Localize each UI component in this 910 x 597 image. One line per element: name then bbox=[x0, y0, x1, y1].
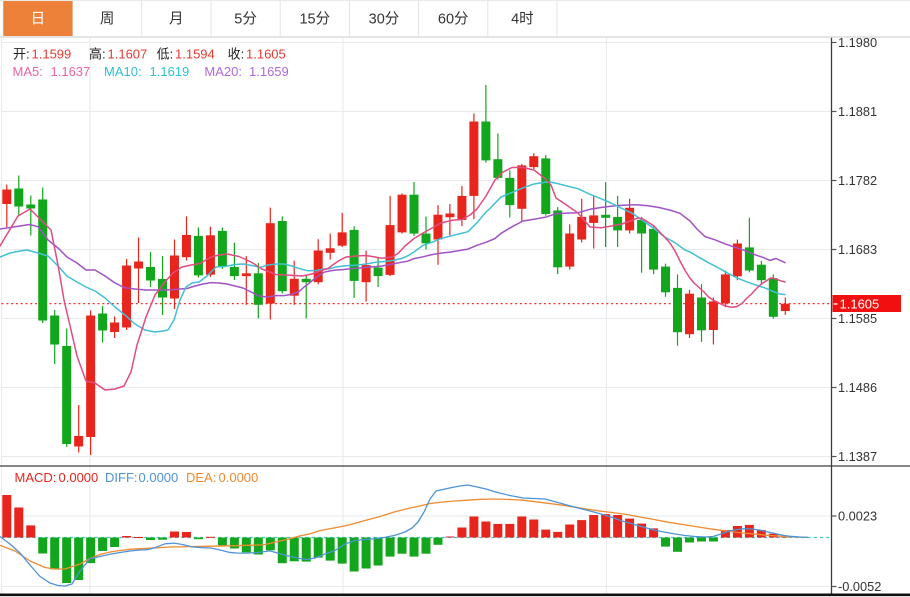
svg-text:1.1585: 1.1585 bbox=[838, 311, 877, 326]
svg-text:1.1607: 1.1607 bbox=[108, 47, 148, 62]
svg-text:1.1599: 1.1599 bbox=[32, 47, 72, 62]
svg-text:DEA:: DEA: bbox=[186, 470, 216, 485]
svg-text:0.0000: 0.0000 bbox=[139, 470, 179, 485]
svg-text:月: 月 bbox=[169, 12, 184, 28]
svg-text:0.0023: 0.0023 bbox=[838, 509, 877, 524]
svg-text:15分: 15分 bbox=[299, 11, 330, 28]
svg-text:1.1387: 1.1387 bbox=[838, 449, 877, 464]
svg-text:高:: 高: bbox=[89, 47, 106, 62]
svg-text:低:: 低: bbox=[157, 47, 174, 62]
svg-text:1.1782: 1.1782 bbox=[838, 173, 877, 188]
svg-text:0.0000: 0.0000 bbox=[219, 470, 259, 485]
svg-text:1.1605: 1.1605 bbox=[840, 296, 880, 311]
svg-text:-0.0052: -0.0052 bbox=[838, 579, 881, 594]
svg-text:日: 日 bbox=[31, 12, 46, 28]
svg-text:MA20:: MA20: bbox=[204, 64, 242, 79]
svg-text:1.1605: 1.1605 bbox=[246, 47, 286, 62]
svg-text:1.1486: 1.1486 bbox=[838, 380, 877, 395]
svg-text:1.1683: 1.1683 bbox=[838, 242, 877, 257]
svg-text:开:: 开: bbox=[13, 47, 30, 62]
svg-text:30分: 30分 bbox=[369, 11, 400, 28]
svg-text:MACD:: MACD: bbox=[15, 470, 57, 485]
svg-text:1.1637: 1.1637 bbox=[51, 64, 91, 79]
svg-text:1.1980: 1.1980 bbox=[838, 35, 877, 50]
svg-text:1.1659: 1.1659 bbox=[249, 64, 289, 79]
svg-text:1.1881: 1.1881 bbox=[838, 104, 877, 119]
svg-text:收:: 收: bbox=[228, 47, 245, 62]
svg-text:1.1619: 1.1619 bbox=[150, 64, 190, 79]
svg-text:MA5:: MA5: bbox=[13, 64, 43, 79]
svg-text:周: 周 bbox=[100, 12, 115, 28]
svg-text:DIFF:: DIFF: bbox=[105, 470, 138, 485]
svg-text:60分: 60分 bbox=[438, 11, 469, 28]
svg-text:4时: 4时 bbox=[511, 11, 534, 28]
svg-text:1.1594: 1.1594 bbox=[175, 47, 215, 62]
svg-text:MA10:: MA10: bbox=[104, 64, 142, 79]
svg-text:5分: 5分 bbox=[234, 11, 257, 28]
svg-text:0.0000: 0.0000 bbox=[59, 470, 99, 485]
